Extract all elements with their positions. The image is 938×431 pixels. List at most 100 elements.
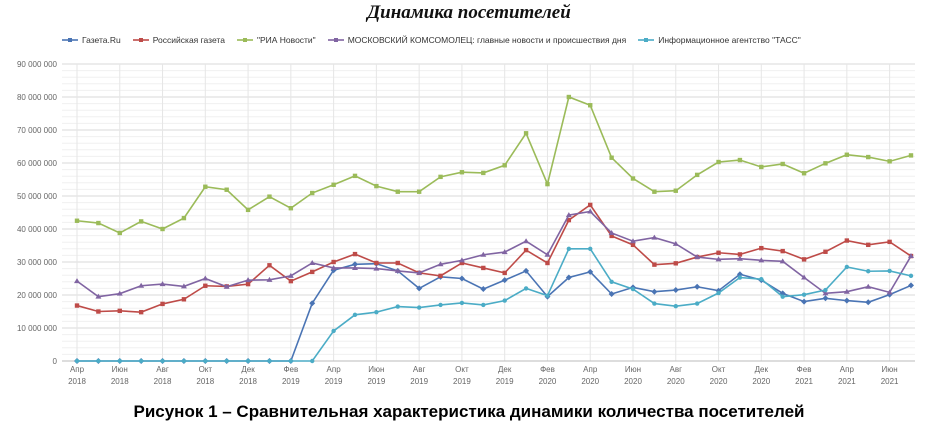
data-point [866, 242, 871, 248]
data-point [458, 275, 465, 282]
data-point [310, 269, 315, 275]
data-point [95, 293, 102, 299]
data-point [501, 277, 508, 284]
data-point [737, 252, 743, 257]
series-line-0 [77, 262, 912, 362]
data-point [203, 184, 208, 189]
data-point [801, 298, 808, 305]
data-point [545, 260, 550, 266]
data-point [331, 259, 336, 265]
data-point [736, 271, 743, 278]
data-point [331, 328, 336, 334]
x-tick-month: Апр [840, 365, 855, 374]
data-point [117, 230, 122, 236]
data-point [822, 290, 829, 296]
legend-swatch-icon [62, 38, 78, 42]
data-point [352, 312, 358, 317]
data-point [652, 301, 657, 306]
legend-item[interactable]: Российская газета [132, 35, 225, 45]
data-point [224, 187, 229, 192]
data-point [566, 246, 572, 251]
data-point [416, 285, 423, 292]
x-tick-year: 2020 [624, 377, 642, 386]
data-point [866, 154, 871, 160]
data-point [609, 233, 614, 239]
x-tick-year: 2018 [154, 377, 172, 386]
data-point [651, 234, 658, 240]
data-point [203, 283, 208, 288]
x-tick-month: Июн [625, 365, 641, 374]
data-point [116, 290, 123, 296]
data-point [438, 273, 443, 279]
legend-item[interactable]: "РИА Новости" [236, 35, 316, 45]
data-point [481, 170, 486, 176]
data-point [267, 194, 272, 199]
x-tick-month: Июн [112, 365, 128, 374]
x-tick-month: Фев [797, 365, 812, 374]
legend-item[interactable]: Газета.Ru [62, 35, 121, 45]
data-point [736, 255, 743, 261]
data-point [887, 239, 892, 245]
chart-legend: Газета.Ru Российская газета "РИА Новости" М… [62, 35, 801, 45]
data-point [181, 297, 187, 302]
data-point [245, 207, 251, 213]
x-tick-year: 2018 [111, 377, 129, 386]
data-point [74, 278, 80, 284]
data-point [545, 181, 550, 187]
y-tick-label: 60 000 000 [17, 159, 58, 168]
data-point [908, 253, 914, 259]
x-tick-year: 2019 [410, 377, 428, 386]
series-line-3 [76, 210, 912, 298]
y-tick-label: 70 000 000 [17, 126, 58, 135]
data-point [245, 358, 251, 364]
data-point [801, 274, 808, 280]
data-point [309, 259, 316, 265]
legend-item[interactable]: МОСКОВСКИЙ КОМСОМОЛЕЦ: главные новости и… [327, 35, 626, 45]
data-point [565, 212, 572, 218]
data-point [801, 171, 807, 176]
data-point [694, 254, 701, 260]
data-point [651, 288, 658, 295]
data-point [181, 358, 187, 364]
legend-label: Российская газета [152, 35, 225, 45]
data-point [908, 153, 914, 158]
y-tick-label: 10 000 000 [17, 324, 58, 333]
x-tick-month: Дек [498, 365, 512, 374]
data-point [438, 174, 443, 180]
data-point [395, 304, 400, 309]
data-point [694, 283, 701, 290]
data-point [394, 267, 401, 273]
data-point [673, 261, 678, 266]
data-point [608, 291, 615, 298]
data-point [438, 302, 443, 308]
data-point [373, 265, 380, 271]
data-point [288, 206, 294, 211]
data-point [843, 297, 850, 304]
data-point [181, 215, 187, 221]
x-tick-year: 2021 [795, 377, 813, 386]
data-point [780, 248, 785, 254]
data-point [480, 286, 487, 293]
x-tick-month: Дек [241, 365, 255, 374]
data-point [780, 294, 785, 299]
data-point [416, 269, 423, 275]
x-tick-year: 2020 [752, 377, 770, 386]
x-tick-month: Июн [368, 365, 384, 374]
data-point [822, 295, 829, 302]
x-tick-month: Фев [540, 365, 555, 374]
data-point [287, 272, 294, 278]
legend-swatch-icon [132, 38, 149, 42]
data-point [609, 279, 614, 284]
data-point [96, 309, 101, 314]
x-tick-month: Авг [156, 365, 169, 374]
data-point [330, 264, 337, 270]
legend-item[interactable]: Информационное агентство "ТАСС" [638, 35, 801, 45]
data-point [374, 183, 379, 189]
data-point [908, 273, 914, 279]
data-point [716, 159, 721, 165]
data-point [887, 268, 892, 274]
data-point [672, 240, 679, 246]
data-point [502, 270, 507, 276]
y-tick-label: 80 000 000 [17, 93, 58, 102]
data-point [309, 300, 316, 307]
